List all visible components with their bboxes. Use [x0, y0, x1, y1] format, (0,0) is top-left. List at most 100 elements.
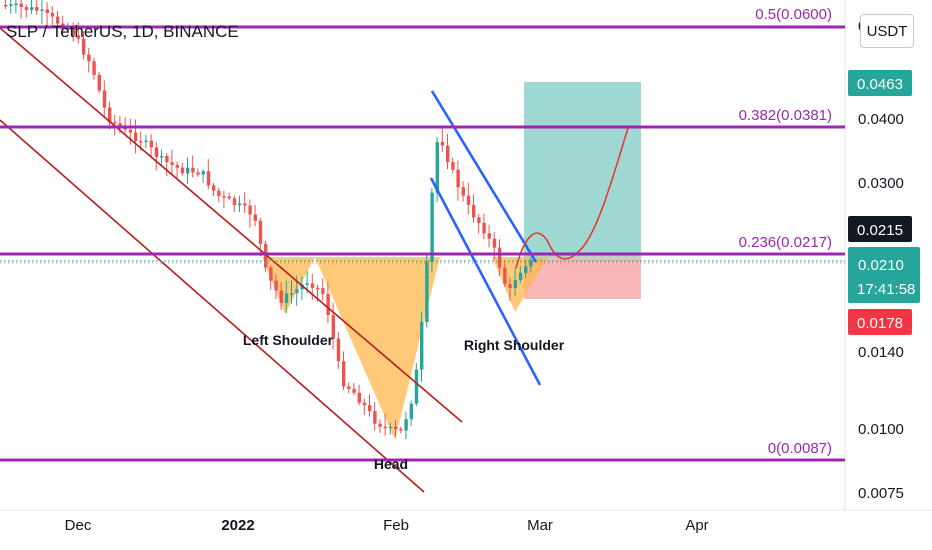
candle: [87, 54, 91, 62]
currency-button[interactable]: USDT: [860, 14, 914, 48]
left-shoulder-shape[interactable]: [262, 257, 315, 314]
candle: [222, 196, 226, 198]
candle: [482, 222, 486, 234]
x-tick-label: 2022: [221, 517, 254, 534]
candle: [191, 167, 195, 173]
candle: [513, 280, 517, 288]
candle: [19, 3, 23, 8]
candle: [378, 423, 382, 427]
candle: [212, 185, 216, 191]
candle: [139, 141, 143, 143]
candle: [4, 5, 8, 7]
candle: [435, 141, 439, 193]
candle: [352, 388, 356, 393]
candle: [170, 162, 174, 165]
candle: [123, 128, 127, 130]
stop-price-badge: [848, 309, 912, 335]
candle: [461, 187, 465, 196]
candle: [45, 9, 49, 13]
stop-price-badge-text: 0.0178: [857, 315, 903, 332]
candle: [269, 267, 273, 281]
candle: [238, 203, 242, 206]
candle: [487, 233, 491, 239]
y-tick-label: 0.0400: [858, 111, 904, 128]
chart-title[interactable]: SLP / TetherUS, 1D, BINANCE: [6, 22, 239, 41]
candle: [243, 203, 247, 206]
candle: [144, 140, 148, 143]
flag-lower-line[interactable]: [429, 177, 542, 386]
candle: [440, 141, 445, 146]
candle: [399, 429, 403, 431]
candle: [82, 38, 86, 55]
y-tick-label: 0.0100: [858, 421, 904, 438]
candle: [310, 283, 315, 288]
right-shoulder-label: Right Shoulder: [464, 337, 565, 353]
candle: [373, 411, 377, 424]
channel-upper-line[interactable]: [0, 27, 463, 423]
candle: [300, 284, 304, 290]
y-tick-label: 0.0300: [858, 175, 904, 192]
candle: [160, 155, 164, 158]
candle: [456, 169, 460, 188]
candle: [165, 155, 169, 163]
candle: [305, 283, 309, 285]
candle: [253, 214, 257, 221]
y-tick-label: 0.0075: [858, 485, 904, 502]
x-tick-label: Apr: [685, 517, 708, 534]
candle: [477, 217, 481, 223]
candle: [35, 7, 39, 11]
candle: [368, 405, 372, 412]
candle: [409, 403, 413, 420]
candle: [206, 171, 211, 186]
candle: [284, 293, 289, 304]
fib-label-0.382: 0.382(0.0381): [739, 107, 832, 124]
candle: [180, 167, 185, 174]
last-price-badge: [848, 247, 920, 303]
candle: [274, 280, 278, 291]
candle: [71, 28, 75, 36]
candle: [76, 35, 81, 39]
candle: [56, 16, 60, 24]
candles: [4, 0, 533, 440]
candle: [383, 426, 387, 429]
candle: [108, 107, 112, 123]
candle: [9, 4, 13, 6]
candle: [331, 315, 335, 339]
candle: [14, 3, 18, 6]
candle: [201, 171, 205, 175]
candle: [326, 293, 330, 316]
candle: [102, 90, 107, 108]
candle: [248, 205, 252, 215]
candle: [420, 322, 424, 370]
candle: [295, 289, 299, 294]
flag-upper-line[interactable]: [430, 90, 538, 263]
candle: [466, 195, 471, 205]
candle: [217, 190, 221, 197]
candle: [518, 272, 523, 281]
y-tick-label: 0.0140: [858, 344, 904, 361]
candle: [290, 293, 294, 295]
x-tick-label: Dec: [65, 517, 92, 534]
head-shape[interactable]: [315, 257, 440, 440]
candle: [128, 129, 133, 133]
candle: [113, 122, 117, 124]
head-label: Head: [374, 456, 408, 472]
target-price-badge-text: 0.0463: [857, 76, 903, 93]
candle: [529, 259, 533, 267]
candle: [149, 140, 153, 148]
fib-label-0.236: 0.236(0.0217): [739, 234, 832, 251]
projection-path[interactable]: [515, 127, 629, 269]
candle: [92, 61, 96, 75]
candle: [430, 192, 434, 262]
candle: [425, 261, 429, 323]
candle: [264, 243, 268, 268]
candle: [472, 204, 476, 218]
candle: [279, 290, 283, 304]
countdown-text: 17:41:58: [857, 281, 915, 298]
fib-label-0.5: 0.5(0.0600): [755, 6, 832, 23]
channel-lower-line[interactable]: [0, 119, 425, 493]
candle: [154, 147, 159, 157]
target-zone[interactable]: [524, 82, 641, 257]
candle: [196, 172, 200, 175]
